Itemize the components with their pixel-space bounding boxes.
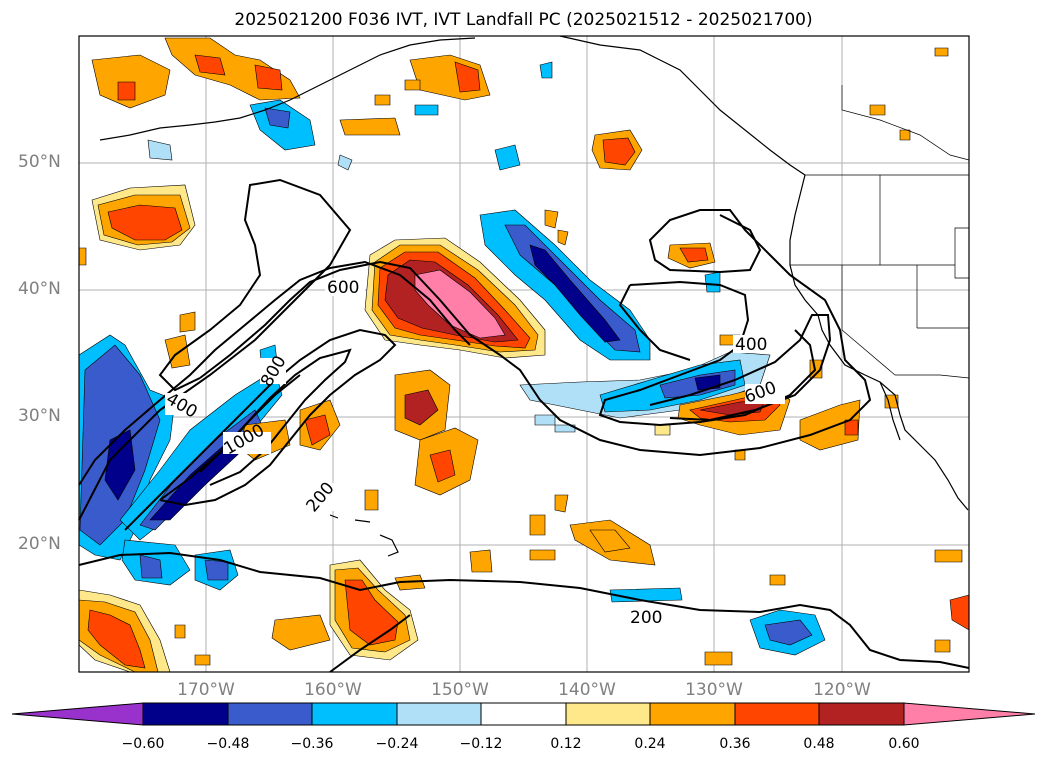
colorbar-extend-left <box>11 702 144 726</box>
colorbar-tick-012: 0.12 <box>550 736 582 752</box>
lon-label-140w: 140°W <box>558 680 616 700</box>
lon-label-160w: 160°W <box>304 680 362 700</box>
colorbar-tick-neg048: −0.48 <box>206 736 250 752</box>
lat-label-40n: 40°N <box>18 279 61 299</box>
colorbar-tick-048: 0.48 <box>803 736 835 752</box>
colorbar-tick-neg060: −0.60 <box>121 736 165 752</box>
colorbar-tick-036: 0.36 <box>719 736 751 752</box>
colorbar <box>11 702 1036 726</box>
state-borders <box>790 85 970 379</box>
map-title: 2025021200 F036 IVT, IVT Landfall PC (20… <box>234 10 813 30</box>
colorbar-tick-060: 0.60 <box>888 736 920 752</box>
colorbar-tick-024: 0.24 <box>634 736 666 752</box>
lon-label-120w: 120°W <box>813 680 871 700</box>
lat-label-20n: 20°N <box>18 534 61 554</box>
colorbar-tick-neg024: −0.24 <box>375 736 419 752</box>
coastlines <box>99 35 969 557</box>
colorbar-tick-neg012: −0.12 <box>459 736 503 752</box>
lat-label-50n: 50°N <box>18 152 61 172</box>
positive-pc-regions <box>78 37 970 673</box>
contour-label-400-east: 400 <box>735 335 767 355</box>
lat-label-30n: 30°N <box>18 406 61 426</box>
contour-label-600: 600 <box>327 278 359 298</box>
lon-label-170w: 170°W <box>177 680 235 700</box>
map-frame <box>78 35 970 673</box>
contour-label-backgrounds <box>165 278 785 626</box>
contour-label-200-south: 200 <box>630 608 662 628</box>
colorbar-tick-neg036: −0.36 <box>290 736 334 752</box>
lon-label-150w: 150°W <box>431 680 489 700</box>
colorbar-extend-right <box>903 702 1036 726</box>
lon-label-130w: 130°W <box>685 680 743 700</box>
